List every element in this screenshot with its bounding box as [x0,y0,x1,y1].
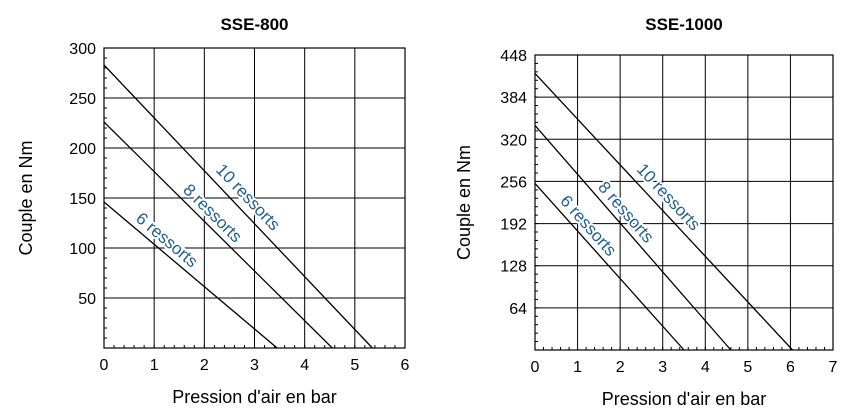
x-axis-label: Pression d'air en bar [602,389,767,409]
x-tick-label: 2 [200,357,209,374]
x-tick-label: 4 [701,359,710,376]
x-tick-label: 3 [250,357,259,374]
y-tick-label: 256 [500,174,527,191]
y-tick-label: 448 [500,48,527,65]
x-tick-label: 4 [300,357,309,374]
y-tick-label: 320 [500,132,527,149]
y-tick-label: 128 [500,259,527,276]
y-tick-label: 192 [500,217,527,234]
series-line-10-ressorts [534,72,794,351]
chart-sse-800: SSE-800 0 1 2 3 4 5 6 50 100 150 200 250 300 Pression … [16,15,410,407]
y-axis-label: Couple en Nm [16,140,36,255]
x-tick-label: 5 [743,359,752,376]
series-line-10-ressorts [103,64,373,349]
x-tick-label: 0 [100,357,109,374]
y-tick-label: 384 [500,90,527,107]
x-tick-label: 2 [616,359,625,376]
x-tick-label: 5 [350,357,359,374]
x-tick-label: 3 [658,359,667,376]
y-tick-label: 150 [69,191,96,208]
series-line-6-ressorts [103,201,278,349]
x-tick-label: 1 [150,357,159,374]
x-axis-label: Pression d'air en bar [172,387,337,407]
x-tick-label: 7 [829,359,838,376]
chart-title: SSE-800 [220,15,288,34]
y-axis-label: Couple en Nm [454,145,474,260]
y-tick-label: 200 [69,141,96,158]
series-line-8-ressorts [534,125,732,351]
x-tick-label: 6 [786,359,795,376]
chart-sse-1000: SSE-1000 0 1 2 3 4 5 6 7 64 128 192 256 320 384 448 Pres… [454,15,838,409]
y-tick-label: 100 [69,241,96,258]
chart-title: SSE-1000 [645,15,723,34]
y-tick-label: 250 [69,91,96,108]
x-tick-label: 0 [531,359,540,376]
y-tick-label: 50 [78,291,96,308]
x-tick-label: 6 [401,357,410,374]
y-tick-label: 64 [509,301,527,318]
y-tick-label: 300 [69,41,96,58]
series-label: 6 ressorts [132,209,201,272]
series-line-8-ressorts [103,121,333,349]
series-line-6-ressorts [534,182,685,351]
x-tick-label: 1 [573,359,582,376]
